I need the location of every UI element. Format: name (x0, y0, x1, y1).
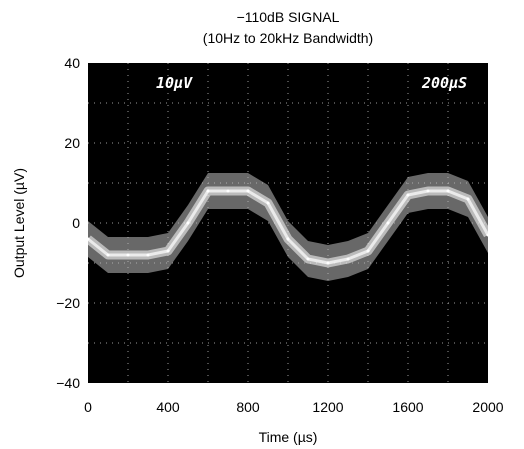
y-axis-label: Output Level (µV) (11, 168, 27, 278)
signal-trace (85, 173, 492, 281)
data-point (206, 189, 210, 193)
x-tick-label: 1200 (312, 399, 343, 415)
data-point (266, 201, 270, 205)
x-axis-ticks: 0 400 800 1200 1600 2000 (84, 399, 504, 415)
data-point (106, 253, 110, 257)
data-point (306, 257, 310, 261)
x-tick-label: 2000 (472, 399, 503, 415)
y-tick-label: −20 (56, 295, 80, 311)
data-point (366, 249, 370, 253)
data-point (486, 233, 490, 237)
scope-time-scale: 200µS (421, 74, 467, 92)
data-point (186, 221, 190, 225)
chart-title: −110dB SIGNAL (237, 9, 340, 25)
data-point (146, 253, 150, 257)
data-point (466, 197, 470, 201)
y-tick-label: 0 (72, 215, 80, 231)
chart-subtitle: (10Hz to 20kHz Bandwidth) (203, 30, 373, 46)
y-axis-ticks: 40 20 0 −20 −40 (56, 55, 80, 391)
y-tick-label: 40 (64, 55, 80, 71)
data-point (346, 257, 350, 261)
data-point (86, 237, 90, 241)
data-point (426, 189, 430, 193)
scope-vertical-scale: 10µV (156, 74, 193, 92)
data-point (286, 237, 290, 241)
data-point (166, 249, 170, 253)
data-point (126, 253, 130, 257)
x-tick-label: 1600 (392, 399, 423, 415)
data-point (246, 189, 250, 193)
data-point (326, 261, 330, 265)
y-tick-label: 20 (64, 135, 80, 151)
x-tick-label: 0 (84, 399, 92, 415)
data-point (386, 221, 390, 225)
y-tick-label: −40 (56, 375, 80, 391)
signal-band (88, 173, 488, 281)
x-axis-label: Time (µs) (259, 429, 318, 445)
data-point (406, 193, 410, 197)
data-point (226, 189, 230, 193)
data-point (446, 189, 450, 193)
x-tick-label: 400 (156, 399, 180, 415)
x-tick-label: 800 (236, 399, 260, 415)
